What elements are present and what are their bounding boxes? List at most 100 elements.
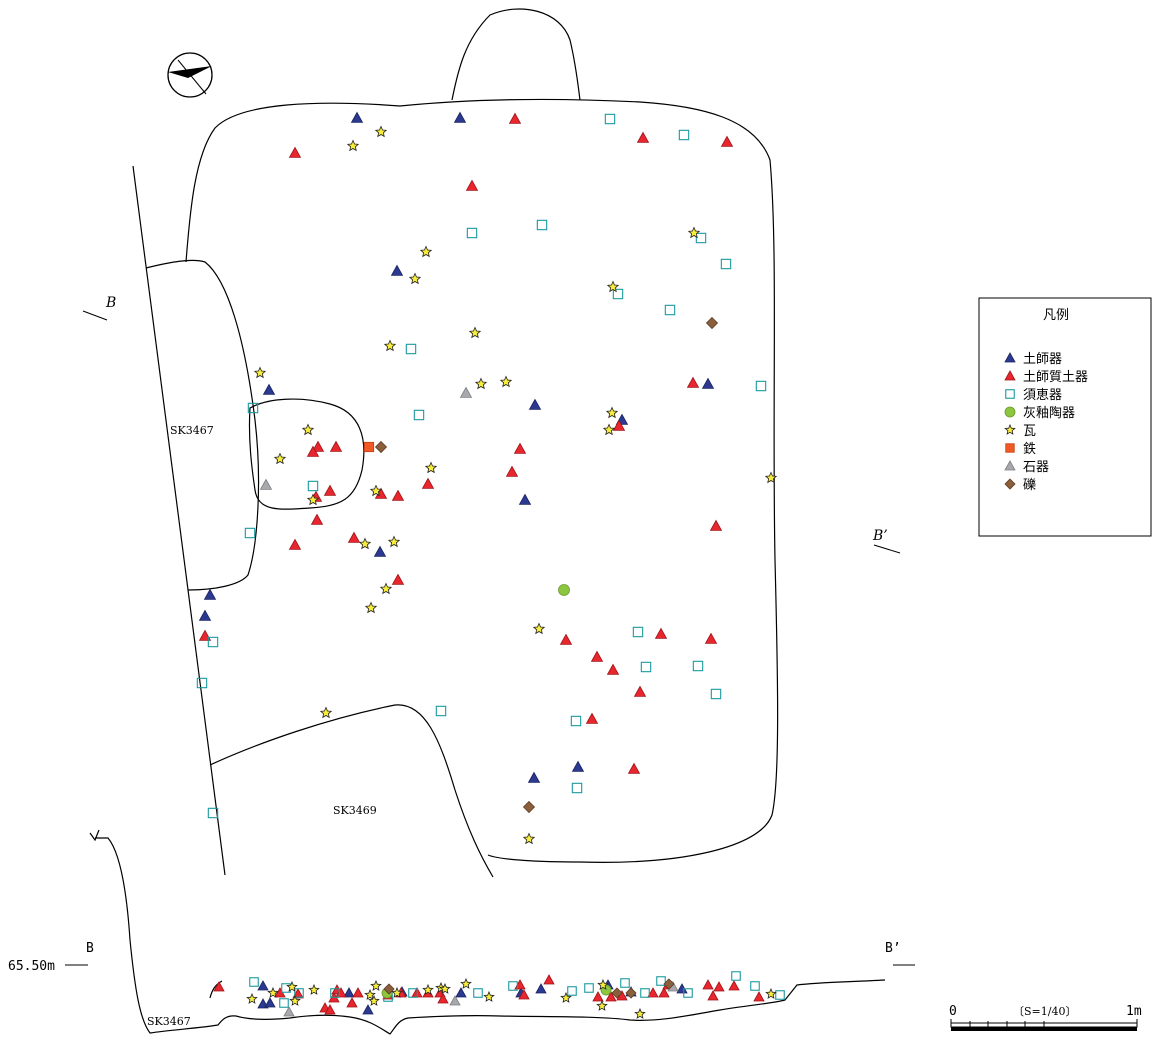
legend-reki-label: 礫 [1023, 477, 1036, 493]
find-sueki-marker [279, 998, 289, 1008]
find-sueki-marker [710, 688, 722, 700]
legend-hajiki-label: 土師器 [1023, 352, 1062, 367]
find-hajiki-marker [362, 1004, 374, 1015]
find-hajishitsu-marker [654, 627, 668, 639]
find-hajiki-marker [535, 983, 547, 994]
find-kawara-marker [364, 601, 378, 614]
pit-outlines [89, 8, 886, 1035]
find-hajishitsu-marker [288, 538, 302, 550]
find-tetsu-marker [363, 441, 375, 453]
scale-end-label: 1m [1126, 1004, 1142, 1019]
find-kawara-marker [424, 461, 438, 474]
find-kawara-marker [379, 582, 393, 595]
find-hajishitsu-marker [306, 445, 320, 457]
find-hajishitsu-marker [709, 519, 723, 531]
find-hajishitsu-marker [658, 987, 670, 998]
find-hajishitsu-marker [198, 629, 212, 641]
sk3467-outline [145, 259, 260, 591]
find-kawara-marker [387, 535, 401, 548]
find-sueki-marker [249, 977, 259, 987]
find-sueki-marker [247, 402, 259, 414]
find-sueki-marker [571, 782, 583, 794]
find-hajiki-marker [343, 987, 355, 998]
find-hajishitsu-marker [585, 712, 599, 724]
scale-bar: 0 〔S=1/40〕 1m [949, 1004, 1142, 1031]
section-b-label: B [86, 941, 94, 956]
find-kawara-marker [370, 979, 382, 991]
scale-zero-label: 0 [949, 1004, 957, 1019]
find-hajishitsu-marker [702, 979, 714, 990]
find-kawara-marker [358, 537, 372, 550]
legend-kawara-label: 瓦 [1023, 424, 1036, 439]
find-sekki-marker [283, 1006, 295, 1017]
marker-b-prime-label: B’ [872, 528, 888, 544]
find-sueki-marker [731, 971, 741, 981]
find-hajishitsu-marker [437, 993, 449, 1004]
finds-layer [196, 111, 785, 1019]
find-kawara-marker [374, 125, 388, 138]
north-arrow-icon [167, 52, 213, 98]
find-hajishitsu-marker [213, 981, 225, 992]
find-kawara-marker [391, 986, 403, 998]
find-sueki-marker [664, 304, 676, 316]
section-surface-mark [89, 829, 100, 842]
section-ground-line [95, 837, 886, 1035]
find-hajishitsu-marker [605, 991, 617, 1002]
section-pit-top [209, 980, 223, 999]
marker-b-label: B [105, 295, 116, 311]
find-hajishitsu-marker [612, 419, 626, 431]
legend-hajishitsu-symbol [1004, 370, 1016, 381]
find-hajiki-marker [350, 111, 364, 123]
legend-tetsu-symbol [1005, 443, 1015, 453]
find-kawara-marker [634, 1007, 646, 1019]
find-hajiki-marker [373, 545, 387, 557]
find-hajishitsu-marker [590, 650, 604, 662]
find-kawara-marker [369, 484, 383, 497]
sk3469-outline [209, 704, 494, 878]
find-kawara-marker [308, 983, 320, 995]
find-kawara-marker [422, 983, 434, 995]
find-hajiki-marker [390, 264, 404, 276]
find-kawara-marker [408, 272, 422, 285]
find-hajishitsu-marker [720, 135, 734, 147]
find-hajiki-marker [198, 609, 212, 621]
find-hajishitsu-marker [627, 762, 641, 774]
find-kawara-marker [764, 471, 778, 484]
find-hajishitsu-marker [311, 440, 325, 452]
find-kawara-marker [474, 377, 488, 390]
find-hajishitsu-marker [559, 633, 573, 645]
find-sueki-marker [683, 988, 693, 998]
find-reki-marker [663, 978, 675, 990]
find-kawara-marker [319, 706, 333, 719]
find-sueki-marker [750, 981, 760, 991]
find-kawara-marker [346, 139, 360, 152]
north-extension-outline [451, 8, 581, 101]
find-kawara-marker [522, 832, 536, 845]
sk3467-label: SK3467 [170, 424, 214, 437]
find-kawara-marker [419, 245, 433, 258]
find-kawara-marker [439, 982, 451, 994]
find-kawara-marker [368, 994, 380, 1006]
find-sueki-marker [435, 705, 447, 717]
legend-kawara-symbol [1004, 423, 1016, 435]
find-hajiki-marker [518, 493, 532, 505]
find-hajishitsu-marker [391, 573, 405, 585]
main-pit-outline [185, 98, 779, 863]
find-sueki-marker [294, 988, 304, 998]
section-sk3467-label: SK3467 [147, 1015, 191, 1028]
find-kawara-marker [499, 375, 513, 388]
find-kawara-marker [301, 423, 315, 436]
legend-hajiki-symbol [1004, 352, 1016, 363]
find-hajiki-marker [453, 111, 467, 123]
find-sueki-marker [244, 527, 256, 539]
find-hajishitsu-marker [346, 997, 358, 1008]
find-hajishitsu-marker [707, 990, 719, 1001]
find-hajiki-marker [528, 398, 542, 410]
find-sueki-marker [604, 113, 616, 125]
find-kawara-marker [687, 226, 701, 239]
sk3469-label: SK3469 [333, 804, 377, 817]
find-hajishitsu-marker [686, 376, 700, 388]
find-hajishitsu-marker [310, 513, 324, 525]
